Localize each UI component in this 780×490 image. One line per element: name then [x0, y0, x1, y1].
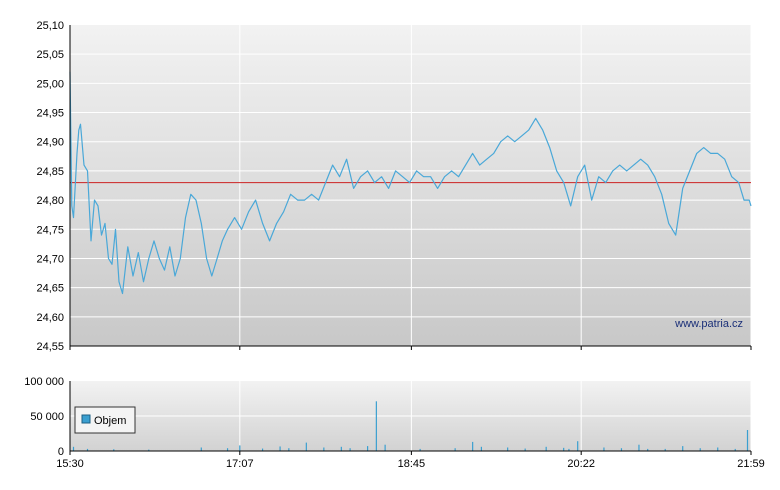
price-y-tick-label: 25,05: [36, 49, 64, 61]
x-tick-label: 21:59: [737, 458, 765, 470]
price-x-axis-ticks: [69, 346, 752, 350]
volume-y-tick-label: 100 000: [24, 376, 64, 388]
x-tick-label: 20:22: [567, 458, 595, 470]
price-y-tick-label: 24,95: [36, 108, 64, 120]
volume-bars: [72, 401, 749, 451]
x-tick-label: 18:45: [398, 458, 426, 470]
legend-swatch: [81, 414, 91, 424]
x-tick-label: 17:07: [226, 458, 254, 470]
price-y-axis-ticks: 25,10 25,05 25,00 24,95 24,90 24,85 24,80 24,75…: [36, 20, 64, 353]
volume-legend: Objem: [74, 406, 136, 434]
volume-y-tick-label: 0: [58, 446, 64, 458]
x-tick-label: 15:30: [56, 458, 84, 470]
legend-label: Objem: [94, 415, 126, 427]
price-y-tick-label: 24,65: [36, 283, 64, 295]
volume-y-axis-ticks: 100 000 50 000 0: [24, 376, 64, 458]
volume-gridlines: [70, 381, 752, 451]
price-y-tick-label: 25,00: [36, 78, 64, 90]
price-panel-background: [70, 25, 751, 346]
price-y-tick-label: 24,55: [36, 341, 64, 353]
watermark: www.patria.cz: [674, 318, 743, 330]
price-series-line: [69, 71, 752, 295]
volume-y-tick-label: 50 000: [30, 411, 64, 423]
price-y-tick-label: 24,80: [36, 195, 64, 207]
price-gridlines: [70, 25, 752, 346]
price-y-tick-label: 24,60: [36, 312, 64, 324]
price-y-tick-label: 24,70: [36, 253, 64, 265]
price-y-tick-label: 24,90: [36, 137, 64, 149]
x-axis-time-ticks: 15:30 17:07 18:45 20:22 21:59: [56, 451, 765, 470]
price-y-tick-label: 25,10: [36, 20, 64, 32]
price-y-tick-label: 24,75: [36, 224, 64, 236]
price-y-tick-label: 24,85: [36, 166, 64, 178]
